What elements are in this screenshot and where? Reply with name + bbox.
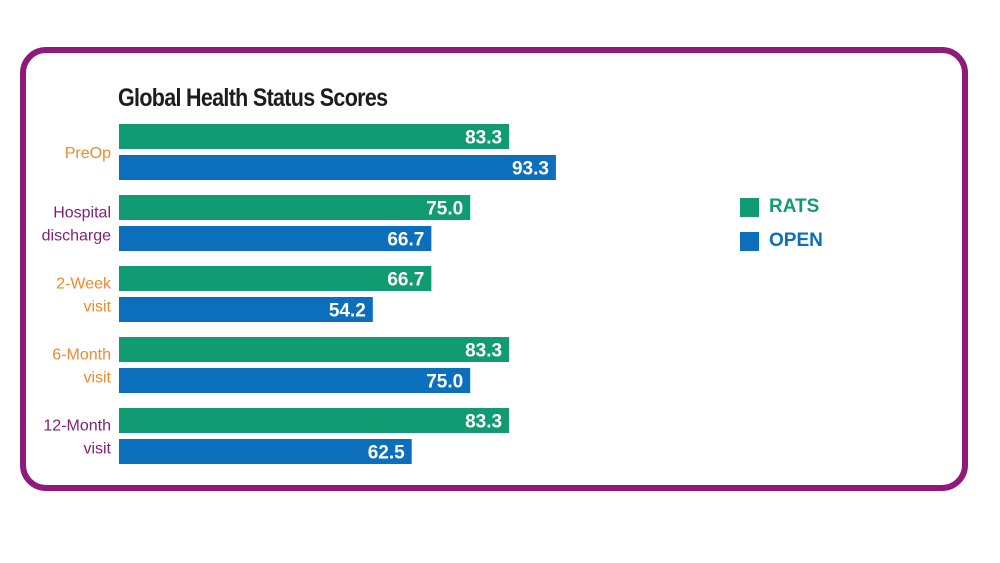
bar-open: [119, 297, 373, 322]
bar-rats: [119, 195, 471, 220]
bar-value-label: 83.3: [465, 128, 502, 149]
bar-rats: [119, 266, 432, 291]
category-label-line: visit: [83, 299, 111, 316]
bar-open: [119, 226, 432, 251]
category-label-line: 2-Week: [56, 276, 112, 293]
bar-open: [119, 368, 471, 393]
category-label-line: 6-Month: [52, 347, 111, 364]
bar-value-label: 93.3: [512, 159, 549, 180]
legend-item-rats: RATS: [740, 196, 823, 218]
legend-swatch-rats: [740, 197, 759, 217]
legend-item-open: OPEN: [740, 230, 823, 252]
category-label-line: visit: [83, 370, 111, 387]
bar-open: [119, 439, 412, 464]
category-label-line: 12-Month: [43, 418, 111, 435]
legend-label-rats: RATS: [769, 196, 820, 217]
legend-swatch-open: [740, 231, 759, 251]
category-label: 12-Month visit: [43, 418, 111, 458]
legend-label-open: OPEN: [769, 230, 823, 251]
bar-value-label: 62.5: [368, 443, 405, 464]
bar-value-label: 75.0: [426, 372, 463, 393]
bar-value-label: 66.7: [387, 270, 424, 291]
category-label-line: visit: [83, 441, 111, 458]
category-label: PreOp: [65, 145, 111, 162]
category-label: Hospital discharge: [42, 205, 111, 245]
bar-rats: [119, 337, 510, 362]
legend: RATS OPEN: [740, 196, 823, 264]
bar-value-label: 83.3: [465, 341, 502, 362]
bar-rats: [119, 408, 510, 433]
category-label: 2-Week visit: [56, 276, 112, 316]
category-label-line: PreOp: [65, 145, 111, 162]
chart-title: Global Health Status Scores: [118, 84, 388, 112]
bar-value-label: 75.0: [426, 199, 463, 220]
bar-value-label: 54.2: [329, 301, 366, 322]
bar-rats: [119, 124, 510, 149]
category-label-line: Hospital: [53, 205, 111, 222]
bar-open: [119, 155, 556, 180]
category-label: 6-Month visit: [52, 347, 111, 387]
category-label-line: discharge: [42, 228, 111, 245]
bar-value-label: 66.7: [387, 230, 424, 251]
bar-value-label: 83.3: [465, 412, 502, 433]
